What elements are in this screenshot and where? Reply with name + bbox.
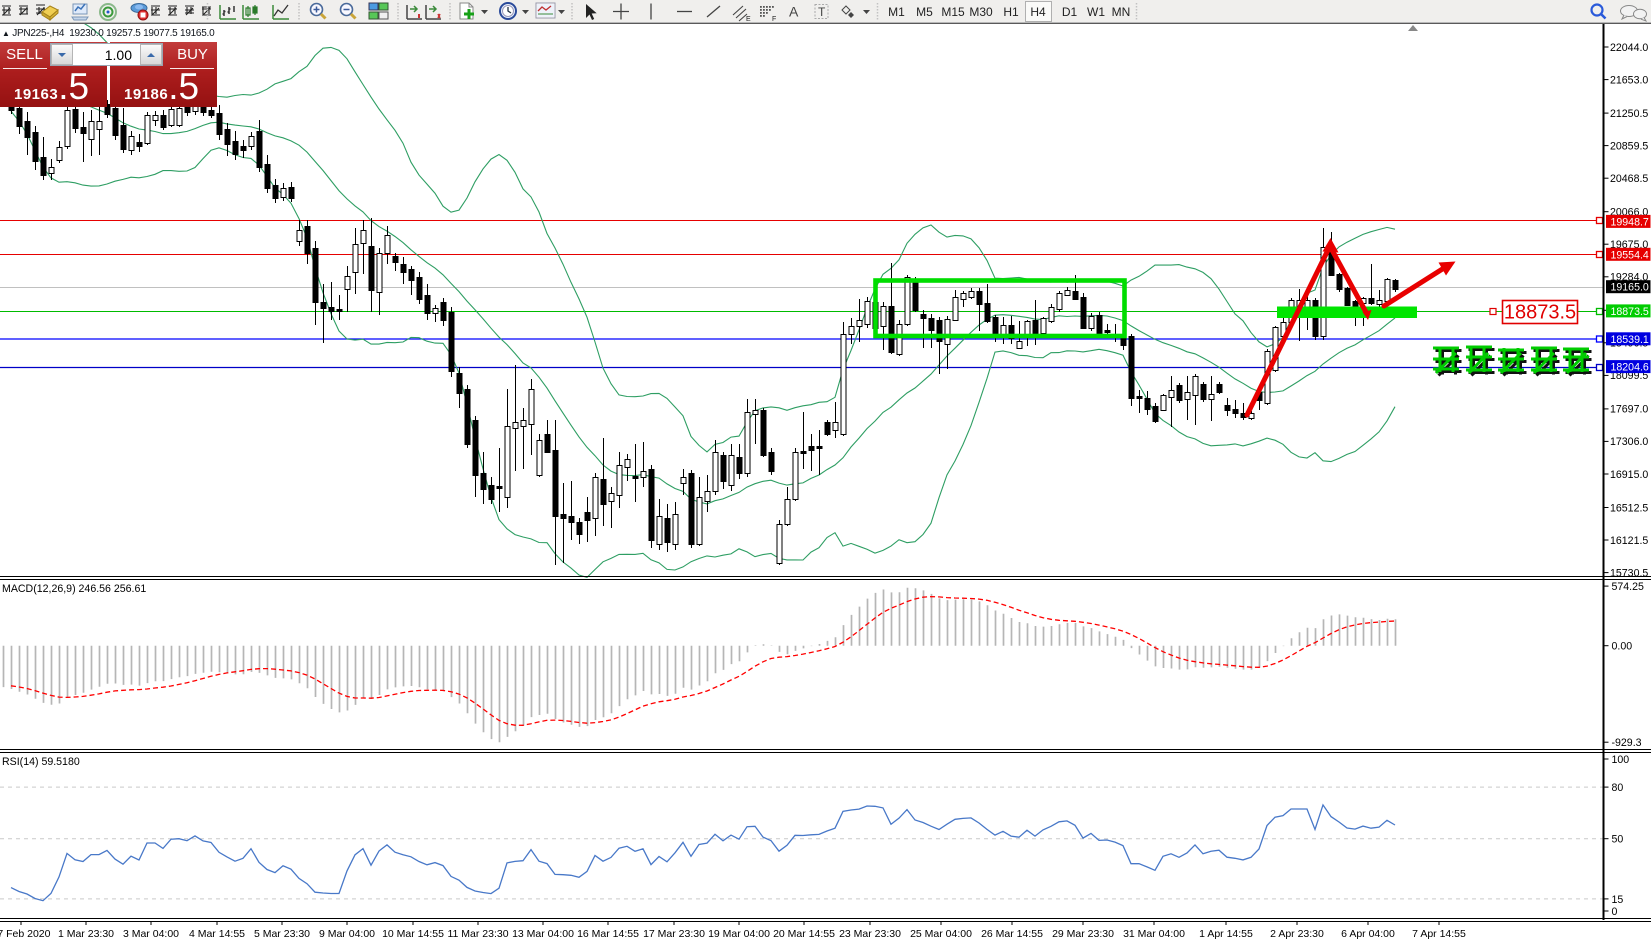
svg-text:18873.5: 18873.5 xyxy=(1504,302,1576,324)
svg-text:M1: M1 xyxy=(888,5,905,19)
svg-text:5 Mar 23:30: 5 Mar 23:30 xyxy=(254,928,310,940)
svg-text:17 Mar 23:30: 17 Mar 23:30 xyxy=(643,928,705,940)
svg-text:15: 15 xyxy=(1612,894,1624,906)
svg-text:6 Apr 04:00: 6 Apr 04:00 xyxy=(1341,928,1395,940)
svg-text:19165.0: 19165.0 xyxy=(1611,282,1649,294)
svg-text:574.25: 574.25 xyxy=(1612,581,1645,593)
svg-text:20468.5: 20468.5 xyxy=(1610,173,1648,185)
svg-text:18204.6: 18204.6 xyxy=(1611,362,1649,374)
svg-text:17697.0: 17697.0 xyxy=(1610,404,1648,416)
svg-text:4 Mar 14:55: 4 Mar 14:55 xyxy=(189,928,245,940)
svg-text:13 Mar 04:00: 13 Mar 04:00 xyxy=(512,928,574,940)
svg-text:3 Mar 04:00: 3 Mar 04:00 xyxy=(123,928,179,940)
svg-text:15730.5: 15730.5 xyxy=(1610,567,1648,579)
svg-text:MACD(12,26,9) 246.56 256.61: MACD(12,26,9) 246.56 256.61 xyxy=(2,583,146,595)
svg-text:19948.7: 19948.7 xyxy=(1611,216,1649,228)
svg-text:2 Apr 23:30: 2 Apr 23:30 xyxy=(1270,928,1324,940)
svg-text:MN: MN xyxy=(1112,5,1131,19)
svg-text:M30: M30 xyxy=(969,5,993,19)
svg-text:21653.0: 21653.0 xyxy=(1610,74,1648,86)
svg-text:1 Apr 14:55: 1 Apr 14:55 xyxy=(1199,928,1253,940)
svg-text:18539.1: 18539.1 xyxy=(1611,334,1649,346)
svg-text:RSI(14) 59.5180: RSI(14) 59.5180 xyxy=(2,756,80,768)
svg-text:31 Mar 04:00: 31 Mar 04:00 xyxy=(1123,928,1185,940)
svg-text:22044.0: 22044.0 xyxy=(1610,42,1648,54)
svg-text:H4: H4 xyxy=(1030,5,1046,19)
svg-text:23 Mar 23:30: 23 Mar 23:30 xyxy=(839,928,901,940)
svg-text:T: T xyxy=(818,5,826,19)
svg-text:16512.5: 16512.5 xyxy=(1610,502,1648,514)
svg-text:26 Mar 14:55: 26 Mar 14:55 xyxy=(981,928,1043,940)
svg-text:M15: M15 xyxy=(941,5,965,19)
svg-text:0.00: 0.00 xyxy=(1612,641,1633,653)
svg-text:11 Mar 23:30: 11 Mar 23:30 xyxy=(447,928,508,940)
svg-text:18873.5: 18873.5 xyxy=(1611,306,1649,318)
svg-text:80: 80 xyxy=(1612,782,1624,794)
svg-text:29 Mar 23:30: 29 Mar 23:30 xyxy=(1052,928,1114,940)
svg-text:-929.3: -929.3 xyxy=(1612,737,1642,749)
svg-text:M5: M5 xyxy=(916,5,933,19)
svg-text:0: 0 xyxy=(1612,906,1618,918)
svg-text:50: 50 xyxy=(1612,834,1624,846)
svg-text:A: A xyxy=(789,4,799,20)
svg-text:16121.5: 16121.5 xyxy=(1610,535,1648,547)
svg-text:E: E xyxy=(746,16,751,23)
svg-text:19 Mar 04:00: 19 Mar 04:00 xyxy=(708,928,770,940)
svg-text:100: 100 xyxy=(1612,754,1630,766)
svg-text:20859.5: 20859.5 xyxy=(1610,140,1648,152)
svg-text:17306.0: 17306.0 xyxy=(1610,436,1648,448)
svg-text:16 Mar 14:55: 16 Mar 14:55 xyxy=(577,928,639,940)
svg-text:16915.0: 16915.0 xyxy=(1610,469,1648,481)
svg-text:F: F xyxy=(772,16,776,23)
svg-text:D1: D1 xyxy=(1062,5,1078,19)
svg-text:21250.5: 21250.5 xyxy=(1610,108,1648,120)
svg-text:10 Mar 14:55: 10 Mar 14:55 xyxy=(382,928,444,940)
svg-text:25 Mar 04:00: 25 Mar 04:00 xyxy=(910,928,972,940)
svg-text:27 Feb 2020: 27 Feb 2020 xyxy=(0,928,51,940)
svg-text:W1: W1 xyxy=(1087,5,1105,19)
svg-text:1 Mar 23:30: 1 Mar 23:30 xyxy=(58,928,114,940)
svg-text:H1: H1 xyxy=(1003,5,1019,19)
svg-text:18099.5: 18099.5 xyxy=(1610,370,1648,382)
svg-text:20 Mar 14:55: 20 Mar 14:55 xyxy=(773,928,835,940)
svg-text:7 Apr 14:55: 7 Apr 14:55 xyxy=(1412,928,1466,940)
svg-text:19554.4: 19554.4 xyxy=(1611,249,1649,261)
svg-text:9 Mar 04:00: 9 Mar 04:00 xyxy=(319,928,375,940)
